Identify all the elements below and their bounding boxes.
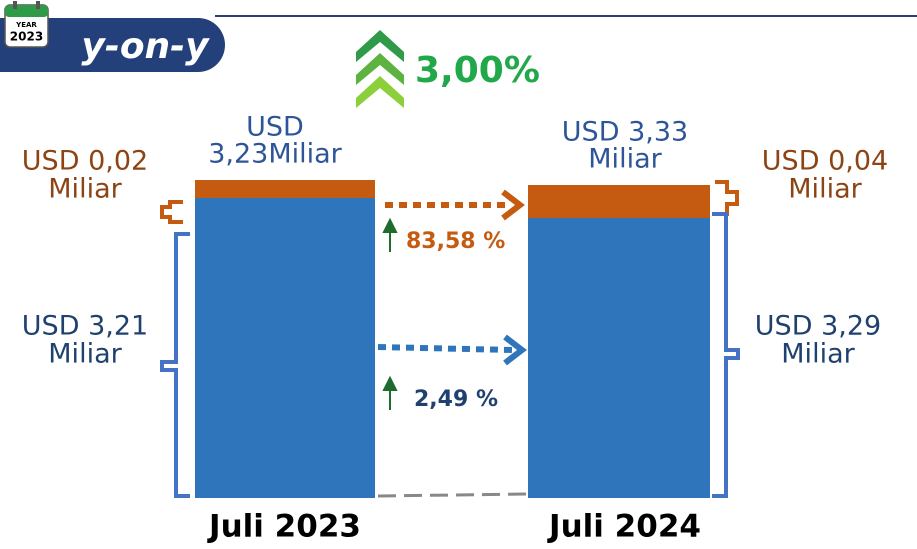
icon-label: YEAR [15,21,37,29]
growth-total: 3,00% [415,50,540,91]
icon-year: 2023 [10,30,43,44]
total-label: USD 3,33 [562,117,688,148]
bar-top [528,185,710,218]
total-label: USD [246,112,304,143]
growth-bottom: 2,49 % [414,387,498,412]
bottom-part-label: Miliar [48,339,122,370]
bar-bottom [195,198,375,498]
calendar-icon: YEAR 2023 [4,1,49,48]
total-label: 3,23Miliar [208,139,342,170]
total-label: Miliar [588,144,662,175]
badge [0,18,225,72]
growth-top: 83,58 % [406,229,505,254]
up-arrows [382,217,398,410]
brackets [160,180,740,498]
period-label: Juli 2023 [207,509,361,545]
bar-top [195,180,375,198]
period-label: Juli 2024 [547,509,701,545]
bottom-part-label: Miliar [781,339,855,370]
bottom-part-label: USD 3,21 [22,311,148,342]
badge-label: y-on-y [81,26,210,67]
arrows [377,189,529,498]
top-part-label: USD 0,02 [22,146,148,177]
chevrons [356,30,404,108]
top-part-label: Miliar [788,174,862,205]
top-part-label: USD 0,04 [762,146,888,177]
bar-bottom [528,218,710,498]
bottom-part-label: USD 3,29 [755,311,881,342]
top-part-label: Miliar [48,174,122,205]
